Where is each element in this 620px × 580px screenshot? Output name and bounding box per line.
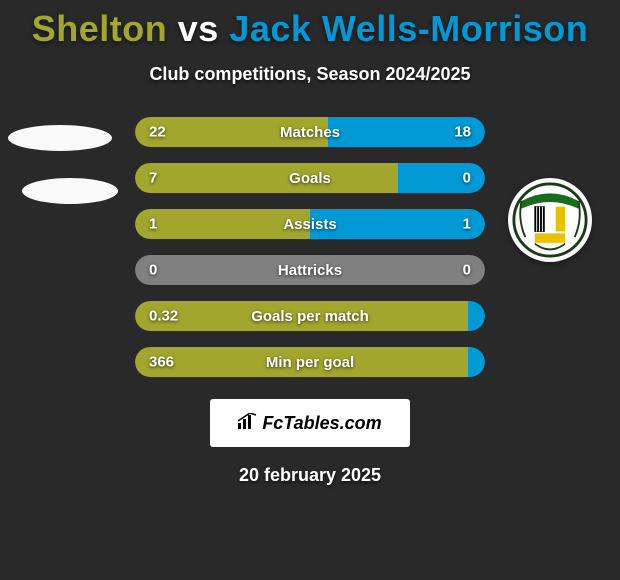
stat-bar-right — [310, 209, 485, 239]
stat-bar: 11Assists — [135, 209, 485, 239]
stat-bar: 70Goals — [135, 163, 485, 193]
player-badge-placeholder — [22, 178, 118, 204]
club-crest — [508, 178, 592, 262]
stat-value-right: 0 — [463, 262, 471, 279]
stat-value-right: 18 — [454, 124, 471, 141]
player-badge-placeholder — [8, 125, 112, 151]
stat-bar-right — [310, 255, 485, 285]
stat-bar: 2218Matches — [135, 117, 485, 147]
branding-text: FcTables.com — [262, 413, 381, 434]
stat-value-right: 1 — [463, 216, 471, 233]
stat-bar-left — [135, 209, 310, 239]
stat-value-right: 0 — [463, 170, 471, 187]
branding-box: FcTables.com — [210, 399, 410, 447]
subtitle: Club competitions, Season 2024/2025 — [0, 64, 620, 85]
player2-name: Jack Wells-Morrison — [229, 8, 588, 49]
stat-value-left: 22 — [149, 124, 166, 141]
stat-bar: 366Min per goal — [135, 347, 485, 377]
stat-bar-right — [468, 301, 486, 331]
stat-value-left: 0 — [149, 262, 157, 279]
vs-separator: vs — [167, 8, 229, 49]
stat-value-left: 1 — [149, 216, 157, 233]
stat-bar-left — [135, 163, 398, 193]
stat-value-left: 7 — [149, 170, 157, 187]
stat-bar-right — [468, 347, 486, 377]
stat-bar: 0.32Goals per match — [135, 301, 485, 331]
date-text: 20 february 2025 — [0, 465, 620, 486]
crest-icon — [512, 182, 588, 258]
stat-bar: 00Hattricks — [135, 255, 485, 285]
stat-bar-right — [398, 163, 486, 193]
stat-bar-left — [135, 255, 310, 285]
stat-value-left: 366 — [149, 354, 174, 371]
chart-icon — [238, 413, 258, 434]
player1-name: Shelton — [32, 8, 168, 49]
stat-value-left: 0.32 — [149, 308, 178, 325]
stat-bar-left — [135, 347, 468, 377]
comparison-title: Shelton vs Jack Wells-Morrison — [0, 0, 620, 50]
stat-bar-left — [135, 301, 468, 331]
